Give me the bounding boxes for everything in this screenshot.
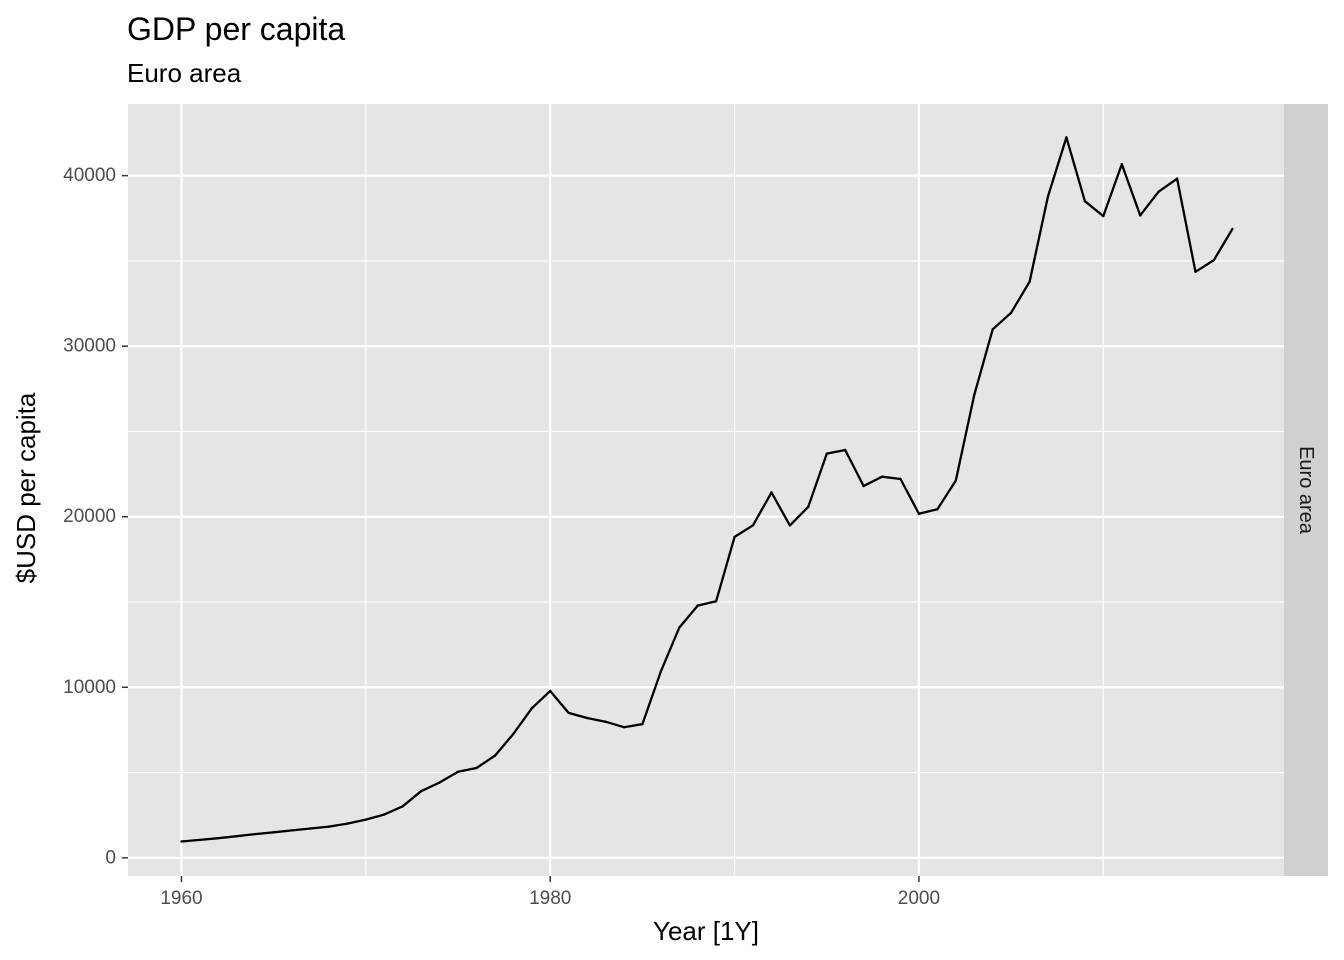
data-point — [1102, 214, 1105, 218]
data-point — [272, 831, 275, 834]
data-point — [438, 781, 441, 784]
data-point — [327, 825, 331, 828]
data-point — [383, 813, 386, 816]
data-point — [217, 837, 220, 840]
data-point — [1175, 177, 1179, 180]
data-point — [641, 722, 644, 726]
data-point — [788, 524, 792, 527]
data-point — [1046, 195, 1050, 198]
data-point — [825, 452, 828, 455]
data-point — [696, 604, 699, 607]
data-point — [862, 484, 865, 488]
data-point — [1139, 214, 1142, 217]
data-points — [180, 136, 1234, 843]
data-point — [364, 818, 367, 821]
data-point — [493, 754, 497, 757]
y-tick-label: 0 — [105, 847, 116, 868]
data-point — [475, 766, 478, 770]
minor-gridlines — [128, 104, 1284, 876]
data-point — [604, 720, 607, 723]
data-point — [1120, 163, 1124, 166]
chart-subtitle: Euro area — [127, 58, 242, 88]
data-point — [678, 626, 681, 629]
x-tick-label: 2000 — [898, 888, 940, 909]
data-point — [991, 328, 994, 331]
data-point — [770, 491, 773, 494]
x-tick-label: 1960 — [160, 888, 202, 909]
series-line — [181, 136, 1234, 843]
data-point — [751, 524, 755, 527]
data-point — [456, 770, 460, 773]
x-axis: 1960 1980 2000 — [160, 876, 940, 909]
data-point — [549, 689, 552, 693]
x-tick-label: 1980 — [529, 888, 571, 909]
data-point — [1194, 270, 1197, 273]
data-point — [917, 512, 921, 515]
data-point — [419, 790, 423, 793]
data-point — [585, 716, 589, 720]
y-tick-label: 20000 — [63, 506, 116, 527]
data-point — [1083, 200, 1087, 203]
facet-strip-label: Euro area — [1295, 446, 1317, 535]
data-point — [1231, 227, 1234, 231]
data-point — [733, 535, 736, 539]
data-point — [622, 726, 626, 729]
data-point — [401, 805, 404, 808]
data-point — [254, 832, 257, 836]
x-axis-title: Year [1Y] — [653, 916, 759, 946]
data-point — [198, 838, 202, 842]
data-point — [309, 827, 312, 830]
data-point — [1157, 190, 1160, 193]
y-tick-label: 10000 — [63, 677, 116, 698]
y-tick-label: 40000 — [63, 165, 116, 186]
data-point — [807, 505, 810, 508]
data-point — [936, 508, 939, 511]
data-point — [235, 835, 238, 838]
data-point — [714, 600, 718, 603]
data-point — [290, 829, 294, 832]
data-point — [899, 477, 902, 481]
data-point — [567, 711, 570, 715]
data-point — [973, 393, 976, 396]
data-point — [180, 840, 183, 843]
data-point — [1065, 136, 1068, 139]
y-axis-title: $USD per capita — [11, 392, 41, 583]
data-point — [659, 670, 662, 673]
y-tick-label: 30000 — [63, 336, 116, 357]
data-point — [1212, 258, 1216, 262]
data-point — [954, 479, 957, 482]
data-point — [844, 448, 847, 452]
data-point — [512, 732, 515, 736]
chart-title: GDP per capita — [127, 11, 345, 47]
facet-strip — [1284, 104, 1328, 876]
data-point — [530, 707, 533, 710]
plot-panel — [128, 104, 1284, 876]
data-point — [346, 822, 349, 825]
data-point — [1028, 280, 1031, 283]
major-gridlines — [128, 104, 1284, 876]
data-point — [1009, 311, 1013, 314]
y-axis: 0 10000 20000 30000 40000 — [63, 165, 128, 868]
data-point — [880, 475, 884, 478]
